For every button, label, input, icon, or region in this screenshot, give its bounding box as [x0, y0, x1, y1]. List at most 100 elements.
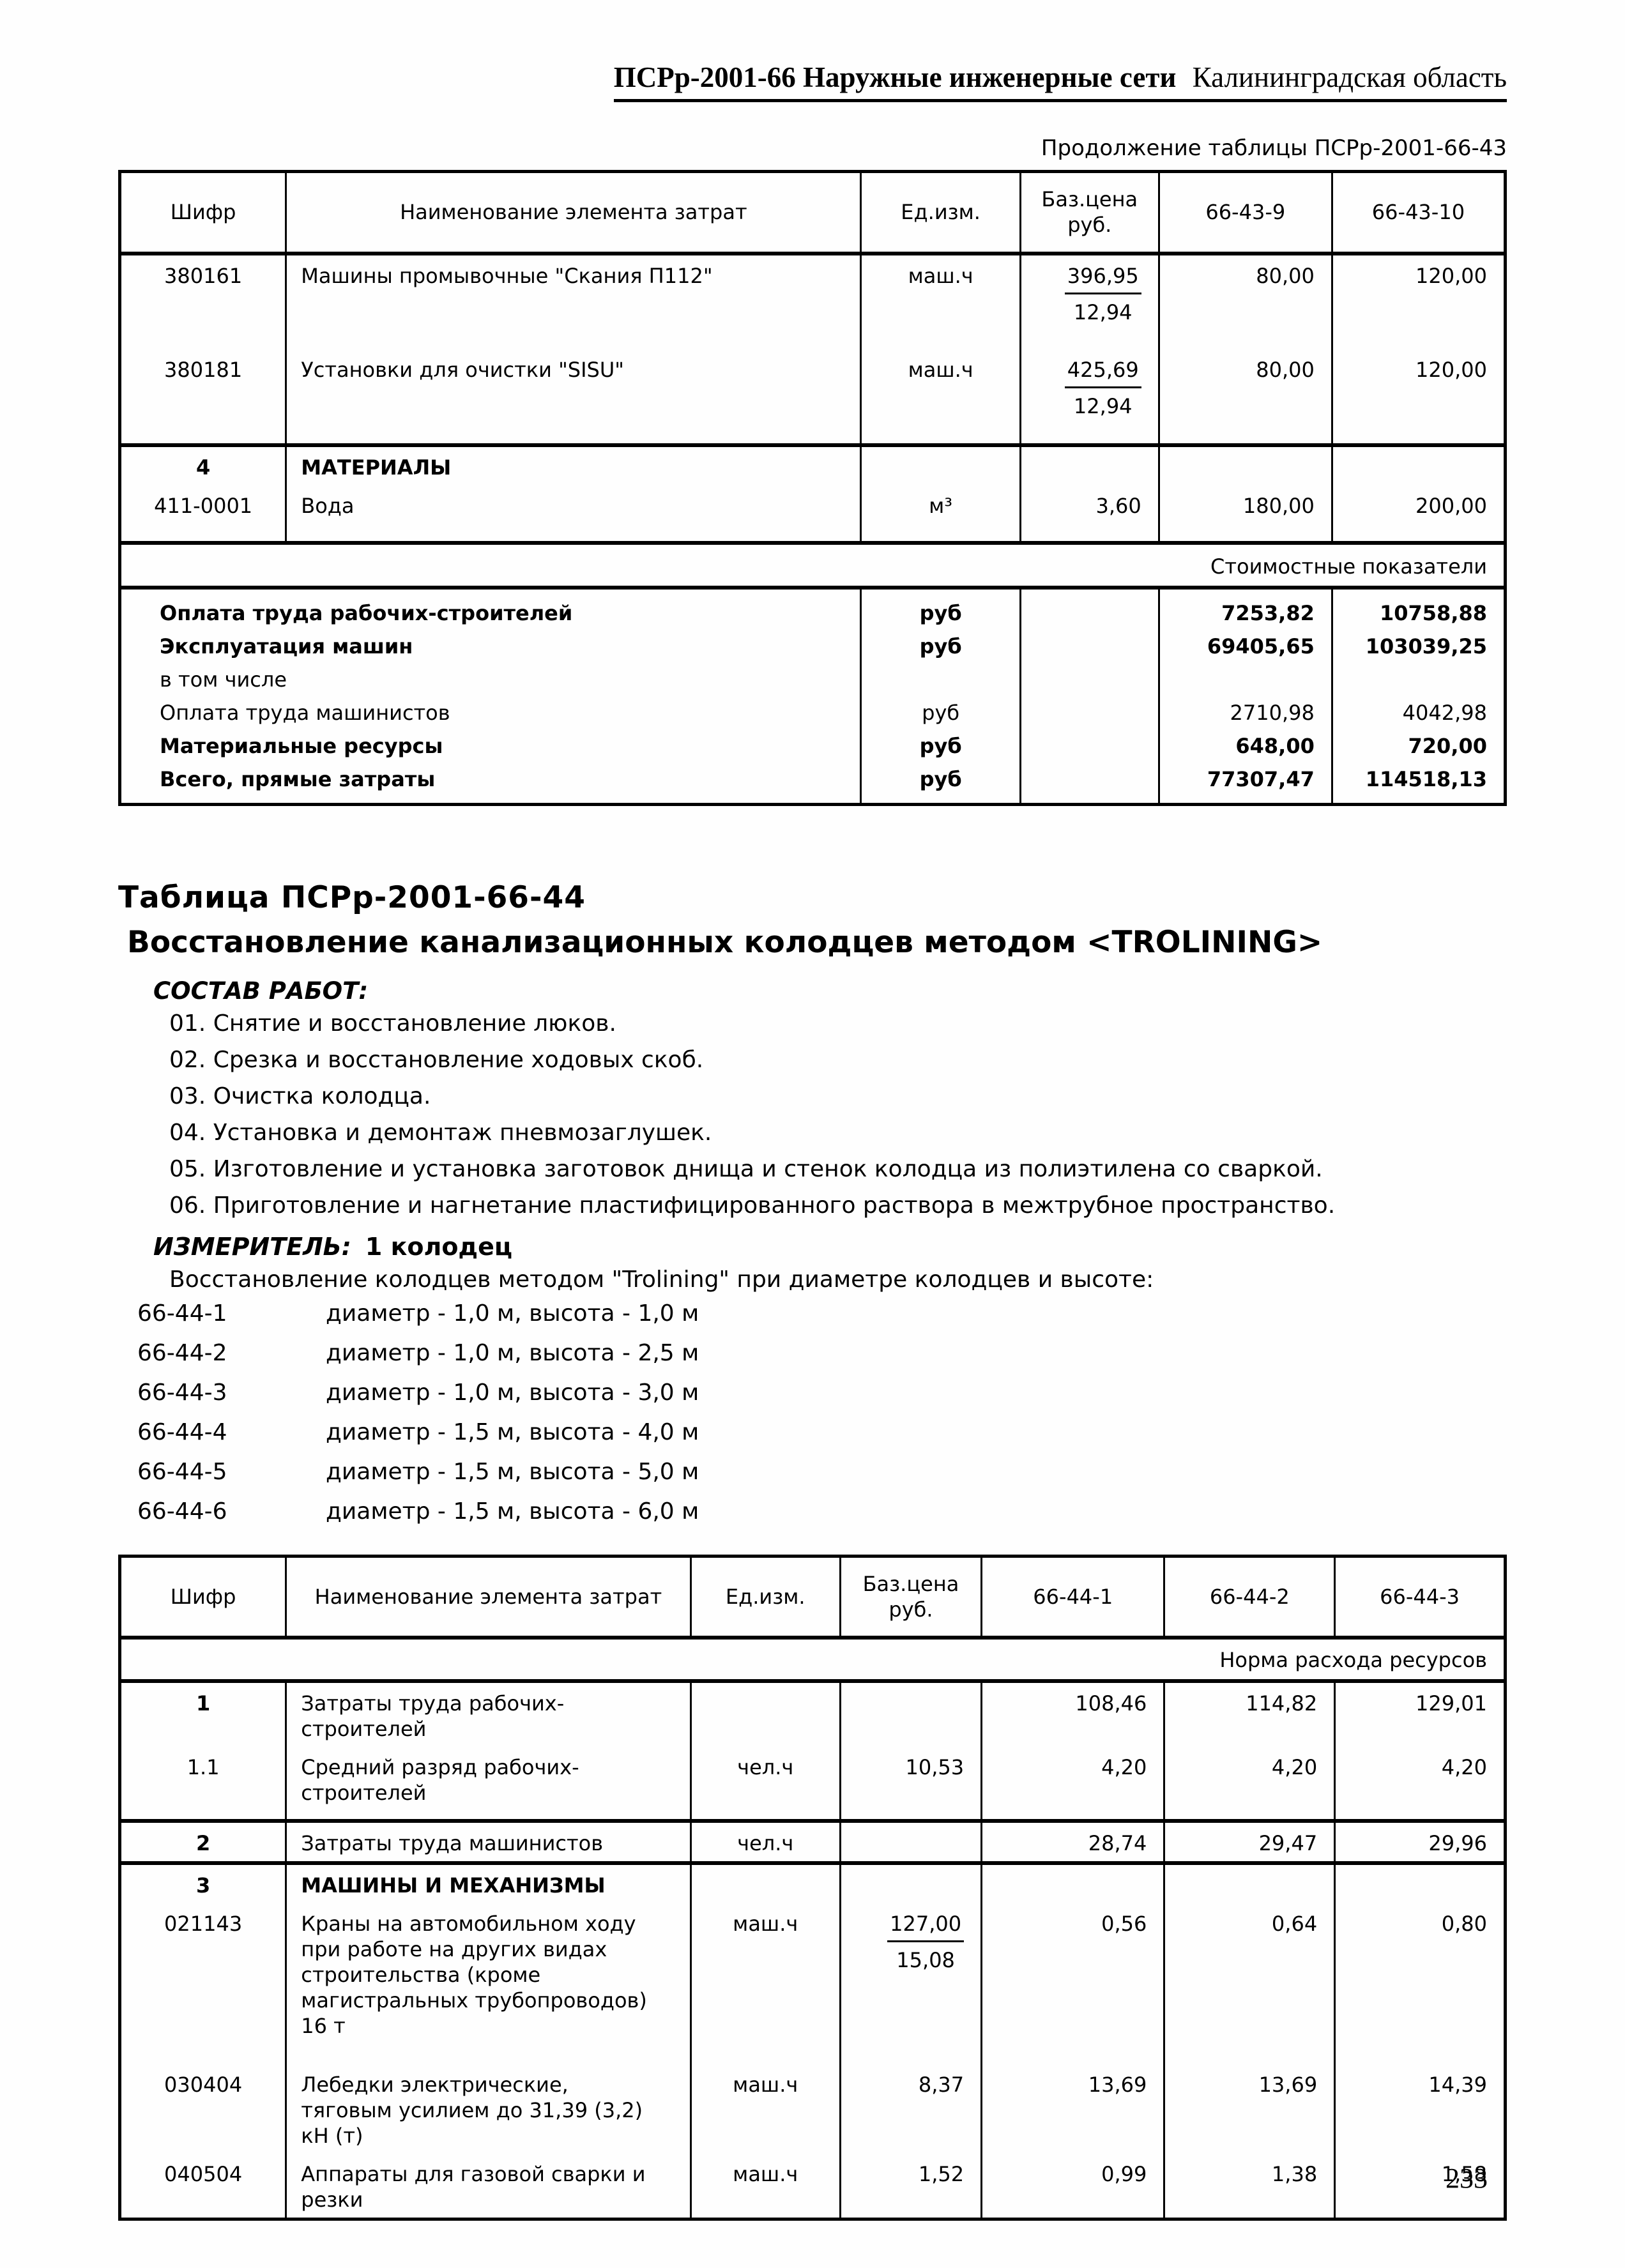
price-cell	[1019, 587, 1159, 630]
value-cell: 13,69	[980, 2064, 1164, 2154]
variant-row: 66-44-3 диаметр - 1,0 м, высота - 3,0 м	[137, 1373, 1507, 1413]
unit-cell: руб	[860, 762, 1021, 804]
variant-desc: диаметр - 1,5 м, высота - 4,0 м	[326, 1419, 699, 1445]
variant-code: 66-44-2	[137, 1339, 227, 1366]
name-cell: Машины промывочные "Скания П112"	[285, 253, 861, 349]
continuation-note: Продолжение таблицы ПСРр-2001-66-43	[1041, 135, 1507, 161]
variant-desc: диаметр - 1,5 м, высота - 5,0 м	[326, 1458, 699, 1485]
cost-indicators-label-row: Стоимостные показатели	[119, 542, 1506, 590]
work-item: 04. Установка и демонтаж пневмозаглушек.	[169, 1119, 712, 1146]
cost-row: Материальные ресурсы руб 648,00 720,00	[120, 729, 1506, 763]
variant-desc: диаметр - 1,0 м, высота - 3,0 м	[326, 1379, 699, 1406]
cost-indicators-label: Стоимостные показатели	[119, 542, 1506, 590]
value-cell: 120,00	[1331, 349, 1506, 447]
value-cell: 2710,98	[1157, 696, 1332, 729]
works-label: СОСТАВ РАБОТ:	[153, 977, 369, 1005]
unit-cell	[860, 662, 1021, 696]
value-cell: 129,01	[1334, 1681, 1506, 1747]
value-cell: 80,00	[1157, 349, 1332, 447]
price-cell: 3,60	[1019, 485, 1159, 545]
value-cell	[1331, 662, 1506, 696]
work-item: 05. Изготовление и установка заготовок д…	[169, 1155, 1323, 1182]
name-cell: МАШИНЫ И МЕХАНИЗМЫ	[285, 1863, 691, 1903]
work-item: 02. Срезка и восстановление ходовых скоб…	[169, 1046, 704, 1073]
unit-cell: маш.ч	[860, 253, 1021, 349]
col-header-66-44-3: 66-44-3	[1334, 1556, 1506, 1640]
value-cell: 69405,65	[1157, 629, 1332, 663]
value-cell: 108,46	[980, 1681, 1164, 1747]
variant-row: 66-44-2 диаметр - 1,0 м, высота - 2,5 м	[137, 1334, 1507, 1373]
value-cell: 7253,82	[1157, 587, 1332, 630]
value-cell: 0,99	[980, 2154, 1164, 2219]
table-header-row: Шифр Наименование элемента затрат Ед.изм…	[119, 1556, 1506, 1640]
cost-row: Эксплуатация машин руб 69405,65 103039,2…	[120, 629, 1506, 663]
value-cell	[1163, 1863, 1335, 1903]
code-cell: 2	[119, 1821, 286, 1865]
section-row-materials: 4 МАТЕРИАЛЫ	[120, 445, 1506, 485]
name-cell: Краны на автомобильном ходу при работе н…	[285, 1903, 691, 2064]
table-row: 030404 Лебедки электрические, тяговым ус…	[120, 2064, 1506, 2154]
price-cell: 8,37	[839, 2064, 982, 2154]
name-cell: Затраты труда машинистов	[285, 1821, 691, 1865]
variant-desc: диаметр - 1,0 м, высота - 2,5 м	[326, 1339, 699, 1366]
cost-name-cell: в том числе	[160, 667, 287, 692]
work-item: 03. Очистка колодца.	[169, 1083, 431, 1109]
value-cell	[980, 1863, 1164, 1903]
table-row: 380161 Машины промывочные "Скания П112" …	[120, 253, 1506, 349]
variant-row: 66-44-5 диаметр - 1,5 м, высота - 5,0 м	[137, 1452, 1507, 1492]
cost-name-cell: Оплата труда рабочих-строителей	[160, 600, 573, 625]
value-cell: 13,69	[1163, 2064, 1335, 2154]
col-header-66-44-2: 66-44-2	[1163, 1556, 1335, 1640]
value-cell: 1,38	[1163, 2154, 1335, 2219]
unit-cell	[689, 1863, 841, 1903]
price-cell: 127,00 15,08	[839, 1903, 982, 2064]
table-row: 2 Затраты труда машинистов чел.ч 28,74 2…	[119, 1821, 1506, 1865]
price-cell	[1019, 662, 1159, 696]
unit-cell: маш.ч	[689, 2064, 841, 2154]
value-cell	[1331, 445, 1506, 485]
code-cell: 1.1	[119, 1747, 286, 1823]
unit-cell: руб	[860, 629, 1021, 663]
unit-cell	[860, 445, 1021, 485]
price-cell	[1019, 629, 1159, 663]
cost-name-cell: Материальные ресурсы	[160, 733, 443, 758]
unit-cell: чел.ч	[689, 1747, 841, 1823]
price-numerator: 127,00	[887, 1911, 965, 1942]
cost-row: Всего, прямые затраты руб 77307,47 11451…	[120, 762, 1506, 804]
variants-intro: Восстановление колодцев методом "Trolini…	[169, 1266, 1154, 1293]
price-denominator: 15,08	[896, 1948, 955, 1972]
unit-cell: маш.ч	[689, 2154, 841, 2219]
value-cell: 14,39	[1334, 2064, 1506, 2154]
cost-row: в том числе	[120, 662, 1506, 696]
doc-code-title: ПСРр-2001-66 Наружные инженерные сети	[613, 61, 1177, 93]
code-cell: 1	[196, 1691, 211, 1716]
value-cell	[1157, 445, 1332, 485]
name-cell: Затраты труда рабочих-строителей	[285, 1681, 691, 1747]
value-cell: 103039,25	[1331, 629, 1506, 663]
price-cell: 425,69 12,94	[1019, 349, 1159, 447]
value-cell	[1157, 662, 1332, 696]
name-cell: Вода	[285, 485, 861, 545]
name-cell: МАТЕРИАЛЫ	[285, 445, 861, 485]
code-cell: 380181	[119, 349, 286, 447]
price-cell: 1,52	[839, 2154, 982, 2219]
code-cell: 040504	[164, 2162, 243, 2186]
value-cell: 28,74	[980, 1821, 1164, 1865]
value-cell: 0,80	[1334, 1903, 1506, 2064]
value-cell: 180,00	[1157, 485, 1332, 545]
name-cell: Аппараты для газовой сварки и резки	[285, 2154, 691, 2219]
code-cell: 3	[196, 1873, 211, 1898]
col-header-code: Шифр	[119, 1556, 286, 1640]
cost-name-cell: Эксплуатация машин	[160, 634, 413, 658]
cost-name-cell: Оплата труда машинистов	[160, 700, 450, 725]
unit-cell	[689, 1681, 841, 1747]
table-row: 411-0001 Вода м³ 3,60 180,00 200,00	[119, 485, 1506, 545]
value-cell: 77307,47	[1157, 762, 1332, 804]
meter-label: ИЗМЕРИТЕЛЬ:	[153, 1232, 351, 1261]
page-content: ПСРр-2001-66 Наружные инженерные сети Ка…	[118, 0, 1507, 2221]
value-cell: 0,64	[1163, 1903, 1335, 2064]
variant-row: 66-44-6 диаметр - 1,5 м, высота - 6,0 м	[137, 1492, 1507, 1532]
value-cell	[1334, 1863, 1506, 1903]
col-header-price: Баз.цена руб.	[1019, 171, 1159, 255]
code-cell: 030404	[164, 2073, 243, 2097]
